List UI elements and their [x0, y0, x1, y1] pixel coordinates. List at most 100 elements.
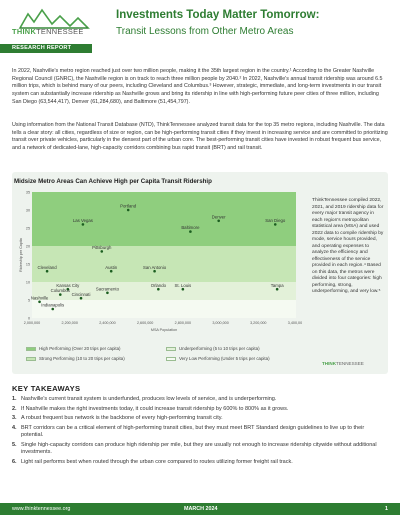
legend-item: High Performing (Over 20 trips per capit…: [26, 346, 121, 351]
point-sacramento: [106, 291, 109, 295]
takeaway-item: 6. Light rail performs best when routed t…: [12, 459, 388, 466]
point-cincinnati: [79, 296, 83, 300]
point-label: Austin: [105, 265, 118, 270]
chart-side-note: ThinkTennessee compiled 2022, 2021, and …: [312, 198, 384, 294]
point-label: Portland: [120, 204, 137, 209]
takeaway-text: Light rail performs best when routed thr…: [21, 458, 293, 465]
point-portland: [126, 208, 130, 212]
x-tick-label: 2,200,000: [62, 321, 78, 325]
point-nashville: [38, 300, 41, 304]
point-label: San Antonio: [143, 265, 167, 270]
footer-date: MARCH 2024: [184, 506, 218, 512]
takeaway-text: BRT corridors can be a critical element …: [21, 424, 365, 439]
x-tick-label: 3,000,000: [212, 321, 228, 325]
takeaway-item: 3. A robust frequent bus network is the b…: [12, 415, 388, 422]
takeaway-item: 5. Single high-capacity corridors can pro…: [12, 442, 388, 457]
y-tick-label: 10: [26, 280, 30, 284]
point-san-antonio: [153, 269, 156, 273]
page-subtitle: Transit Lessons from Other Metro Areas: [116, 26, 294, 37]
legend-label: Very Low Performing (Under 5 trips per c…: [179, 356, 270, 361]
x-tick-label: 2,600,000: [137, 321, 153, 325]
legend-item: Very Low Performing (Under 5 trips per c…: [166, 356, 270, 361]
x-tick-label: 3,200,000: [250, 321, 266, 325]
y-tick-label: 35: [26, 190, 30, 194]
point-label: San Diego: [265, 218, 286, 223]
x-tick-label: 3,400,000: [288, 321, 302, 325]
takeaway-item: 1. Nashville's current transit system is …: [12, 396, 388, 403]
takeaway-number: 5.: [12, 441, 17, 448]
point-label: Indianapolis: [41, 303, 64, 308]
point-tampa: [275, 287, 279, 291]
takeaway-number: 2.: [12, 405, 17, 412]
point-las-vegas: [81, 223, 85, 226]
legend-label: Strong Performing (10 to 20 trips per ca…: [39, 356, 125, 361]
chart-legend: High Performing (Over 20 trips per capit…: [26, 346, 306, 366]
takeaways-list: 1. Nashville's current transit system is …: [12, 396, 388, 468]
point-cleveland: [45, 269, 49, 273]
point-label: Orlando: [151, 283, 167, 288]
y-tick-label: 25: [26, 226, 30, 230]
performance-band-3: [32, 300, 296, 318]
point-label: Nashville: [31, 295, 49, 300]
page-number: 1: [385, 506, 388, 512]
performance-band-0: [32, 192, 296, 246]
point-label: Cincinnati: [72, 292, 91, 297]
point-austin: [109, 269, 113, 273]
legend-item: Strong Performing (10 to 20 trips per ca…: [26, 356, 125, 361]
performance-band-2: [32, 282, 296, 300]
legend-item: Underperforming (5 to 10 trips per capit…: [166, 346, 260, 351]
point-baltimore: [189, 230, 192, 233]
x-tick-label: 2,000,000: [24, 321, 40, 325]
point-label: Tampa: [271, 283, 285, 288]
legend-swatch: [166, 346, 176, 351]
methodology-paragraph: Using information from the National Tran…: [12, 122, 388, 152]
point-label: Denver: [212, 214, 226, 219]
takeaway-text: Single high-capacity corridors can produ…: [21, 441, 377, 455]
performance-band-1: [32, 246, 296, 282]
logo-wordmark: THINKTENNESSEE: [12, 27, 84, 36]
takeaway-item: 2. If Nashville makes the right investmen…: [12, 406, 388, 413]
y-axis-label: Ridership per Capita: [19, 237, 23, 272]
legend-swatch: [166, 356, 176, 361]
ridership-scatter-chart: 0 5 10 15 20 25 30 35 2,000,000 2,200,000 2,400,00…: [19, 190, 302, 332]
footer-bar: www.thinktennessee.org MARCH 2024 1: [0, 503, 400, 515]
point-label: Baltimore: [181, 225, 200, 230]
takeaway-item: 4. BRT corridors can be a critical elemen…: [12, 425, 388, 440]
footer-url[interactable]: www.thinktennessee.org: [12, 506, 71, 512]
legend-label: High Performing (Over 20 trips per capit…: [39, 346, 121, 351]
point-columbus: [58, 293, 62, 296]
legend-label: Underperforming (5 to 10 trips per capit…: [179, 346, 260, 351]
point-kansas-city: [66, 287, 70, 291]
point-label: St. Louis: [174, 283, 191, 288]
point-label: Columbus: [51, 288, 70, 293]
point-san-diego: [273, 223, 277, 226]
page-title: Investments Today Matter Tomorrow:: [116, 9, 320, 21]
takeaways-title: KEY TAKEAWAYS: [12, 384, 81, 393]
takeaway-text: Nashville's current transit system is un…: [21, 396, 277, 402]
takeaway-number: 4.: [12, 424, 17, 431]
chart-title: Midsize Metro Areas Can Achieve High per…: [14, 178, 212, 185]
chart-logo: THINKTENNESSEE: [322, 361, 364, 366]
research-report-badge: RESEARCH REPORT: [0, 44, 92, 53]
point-label: Sacramento: [96, 286, 120, 291]
point-label: Cleveland: [38, 265, 58, 270]
thinktennessee-logo: [18, 8, 90, 29]
legend-swatch: [26, 346, 36, 351]
y-tick-label: 0: [28, 316, 30, 320]
x-tick-label: 2,400,000: [99, 321, 115, 325]
takeaway-number: 1.: [12, 396, 17, 402]
takeaway-number: 6.: [12, 458, 17, 465]
takeaway-number: 3.: [12, 415, 17, 422]
point-indianapolis: [51, 307, 55, 311]
x-axis-label: MSA Population: [151, 328, 177, 332]
point-label: Pittsburgh: [92, 245, 112, 250]
point-orlando: [157, 287, 160, 291]
point-pittsburgh: [100, 250, 104, 253]
y-tick-label: 5: [28, 298, 30, 302]
point-denver: [217, 219, 220, 223]
point-label: Kansas City: [56, 283, 80, 288]
point-label: Las Vegas: [73, 218, 93, 223]
y-tick-label: 15: [26, 262, 30, 266]
intro-paragraph: In 2022, Nashville's metro region reache…: [12, 68, 383, 105]
takeaway-text: If Nashville makes the right investments…: [21, 405, 289, 412]
